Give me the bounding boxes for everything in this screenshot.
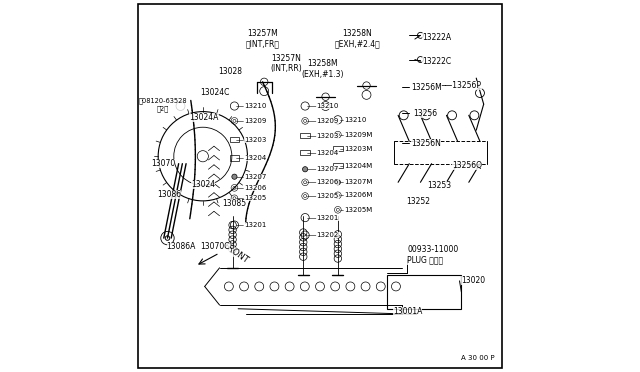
Bar [333, 163, 342, 168]
Bar [300, 133, 310, 138]
Text: 13203: 13203 [244, 137, 266, 142]
Text: 13070C: 13070C [200, 242, 230, 251]
Text: 13258N
（EXH,#2.4）: 13258N （EXH,#2.4） [334, 29, 380, 49]
Text: 13202: 13202 [316, 232, 339, 238]
Bar [230, 155, 239, 161]
Bar [387, 275, 461, 309]
Text: 13001A: 13001A [393, 307, 422, 316]
Text: 13203M: 13203M [344, 146, 372, 152]
Text: ——13256P: ——13256P [438, 81, 482, 90]
Text: 13258M
(EXH,#1.3): 13258M (EXH,#1.3) [301, 59, 344, 78]
Text: 13201: 13201 [316, 215, 339, 221]
Text: 13257M
（INT,FR）: 13257M （INT,FR） [245, 29, 279, 49]
Text: 13201: 13201 [244, 222, 266, 228]
Text: 13207M: 13207M [344, 179, 372, 185]
Text: 13207: 13207 [244, 174, 266, 180]
Text: 13205: 13205 [244, 195, 266, 201]
Text: 13024: 13024 [191, 180, 215, 189]
Text: 13256: 13256 [413, 109, 437, 118]
Bar [333, 146, 342, 151]
Text: 00933-11000
PLUG プラグ: 00933-11000 PLUG プラグ [408, 245, 459, 264]
Text: 13209: 13209 [316, 118, 339, 124]
Text: 13028: 13028 [218, 67, 242, 76]
Bar [230, 137, 239, 142]
Text: 13204: 13204 [244, 155, 266, 161]
Text: A 30 00 P: A 30 00 P [461, 355, 495, 361]
Text: 13210: 13210 [344, 117, 367, 123]
Text: 13206: 13206 [316, 179, 339, 185]
Text: 13253: 13253 [427, 181, 451, 190]
Text: 13020: 13020 [461, 276, 486, 285]
Text: 13257N
(INT,RR): 13257N (INT,RR) [271, 54, 302, 73]
Text: 13252: 13252 [406, 198, 430, 206]
Text: 13204: 13204 [316, 150, 339, 155]
Text: 13206: 13206 [244, 185, 266, 191]
Text: 13256N: 13256N [411, 139, 441, 148]
Text: 13256Q: 13256Q [452, 161, 482, 170]
Circle shape [335, 180, 340, 185]
Text: 13085: 13085 [222, 199, 246, 208]
Text: 13070: 13070 [151, 159, 175, 168]
Text: 13207: 13207 [316, 166, 339, 172]
Text: 13205M: 13205M [344, 207, 372, 213]
Text: FRONT: FRONT [221, 241, 250, 265]
Text: 13222C: 13222C [422, 57, 451, 66]
Text: 13086: 13086 [157, 190, 181, 199]
Text: 13024A: 13024A [189, 113, 219, 122]
Text: 13206M: 13206M [344, 192, 372, 198]
Circle shape [232, 174, 237, 179]
Text: 13203: 13203 [316, 133, 339, 139]
Bar [300, 150, 310, 155]
Text: 13204M: 13204M [344, 163, 372, 169]
Text: 13210: 13210 [316, 103, 339, 109]
Circle shape [303, 167, 308, 172]
Text: 13210: 13210 [244, 103, 266, 109]
Text: 13209: 13209 [244, 118, 266, 124]
Text: 13222A: 13222A [422, 33, 451, 42]
Text: 13256M: 13256M [411, 83, 442, 92]
Text: ⓑ08120-63528
（2）: ⓑ08120-63528 （2） [139, 98, 188, 112]
Text: 13209M: 13209M [344, 132, 372, 138]
Text: 13086A: 13086A [166, 242, 196, 251]
Text: 13024C: 13024C [200, 88, 230, 97]
Text: 13205: 13205 [316, 193, 339, 199]
